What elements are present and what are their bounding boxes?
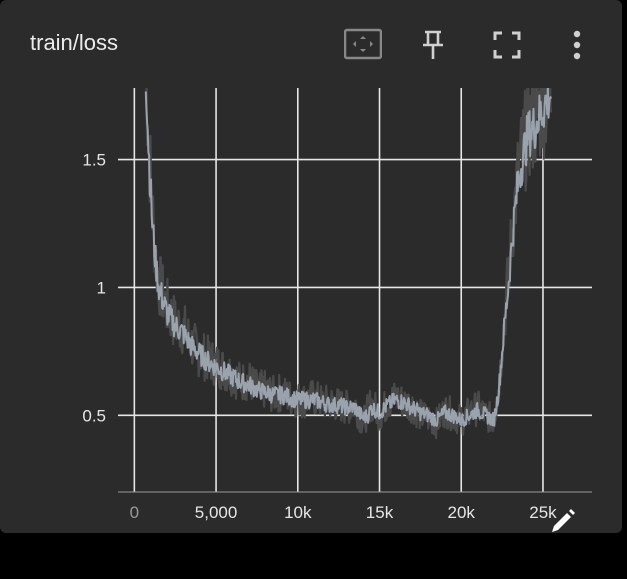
series-layer (144, 88, 553, 440)
y-tick-label: 1.5 (82, 151, 106, 170)
fit-to-data-icon (343, 28, 383, 60)
pin-icon (423, 30, 443, 59)
line-chart: 0 5,000 10k 15k 20k 25k 0.5 1 1.5 (82, 88, 592, 522)
fullscreen-button[interactable] (490, 28, 524, 62)
scalar-card: train/loss 0 5,000 10k 15k 20k 25k 0.5 1 1.5 (0, 0, 622, 533)
x-tick-label: 20k (448, 503, 476, 522)
smoothed-loss-line (144, 88, 553, 427)
fit-to-data-button[interactable] (343, 28, 383, 62)
x-tick-label: 25k (529, 503, 557, 522)
edit-button[interactable] (548, 508, 578, 533)
y-tick-label: 0.5 (82, 406, 106, 425)
pencil-icon (552, 509, 575, 532)
fullscreen-icon (493, 31, 521, 59)
x-tick-label: 5,000 (195, 503, 238, 522)
pin-button[interactable] (418, 28, 452, 62)
more-vert-icon (573, 30, 581, 60)
x-tick-label: 15k (366, 503, 394, 522)
x-tick-label: 0 (130, 503, 139, 522)
raw-loss-line (145, 88, 553, 440)
y-tick-label: 1 (97, 278, 106, 297)
card-title: train/loss (30, 30, 119, 55)
more-options-button[interactable] (562, 28, 596, 62)
tick-labels: 0 5,000 10k 15k 20k 25k 0.5 1 1.5 (82, 151, 557, 522)
x-tick-label: 10k (284, 503, 312, 522)
